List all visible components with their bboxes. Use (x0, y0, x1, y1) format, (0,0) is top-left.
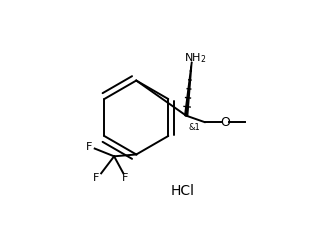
Text: F: F (122, 174, 128, 184)
Text: NH$_2$: NH$_2$ (184, 51, 207, 65)
Text: F: F (93, 174, 100, 184)
Text: &1: &1 (188, 123, 200, 132)
Text: HCl: HCl (171, 184, 195, 198)
Text: O: O (220, 116, 230, 129)
Polygon shape (185, 62, 192, 116)
Text: F: F (86, 142, 92, 152)
